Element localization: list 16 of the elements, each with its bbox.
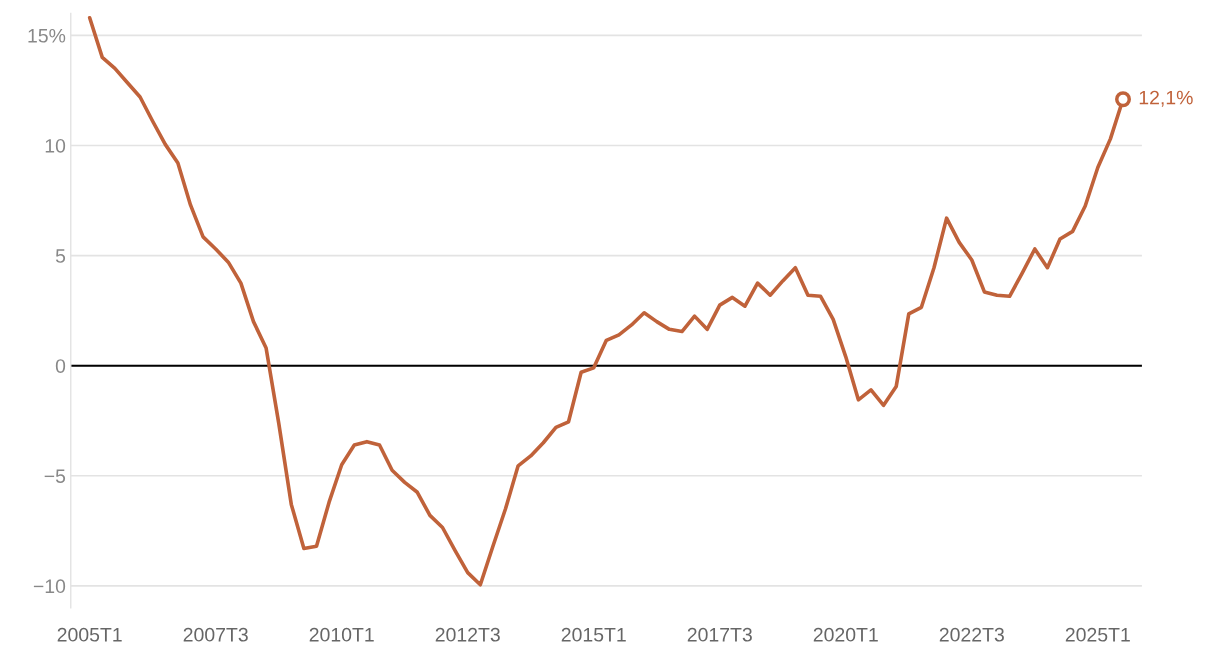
y-tick-label: 15% — [28, 28, 66, 43]
x-tick-label: 2005T1 — [57, 627, 122, 642]
x-tick-label: 2010T1 — [309, 627, 374, 642]
x-tick-label: 2007T3 — [183, 627, 248, 642]
y-tick-label: 5 — [55, 249, 66, 263]
y-tick-label: 10 — [45, 138, 66, 153]
x-tick-label: 2017T3 — [687, 627, 752, 642]
data-label: 12,1% — [1139, 90, 1193, 107]
y-tick-label: 0 — [55, 359, 66, 373]
x-tick-label: 2020T1 — [813, 627, 878, 642]
x-tick-label: 2015T1 — [561, 627, 626, 642]
x-tick-label: 2012T3 — [435, 627, 500, 642]
x-tick-label: 2022T3 — [939, 627, 1004, 642]
y-tick-label: −5 — [44, 469, 66, 483]
x-tick-label: 2025T1 — [1065, 627, 1130, 642]
y-tick-label: −10 — [33, 579, 66, 594]
